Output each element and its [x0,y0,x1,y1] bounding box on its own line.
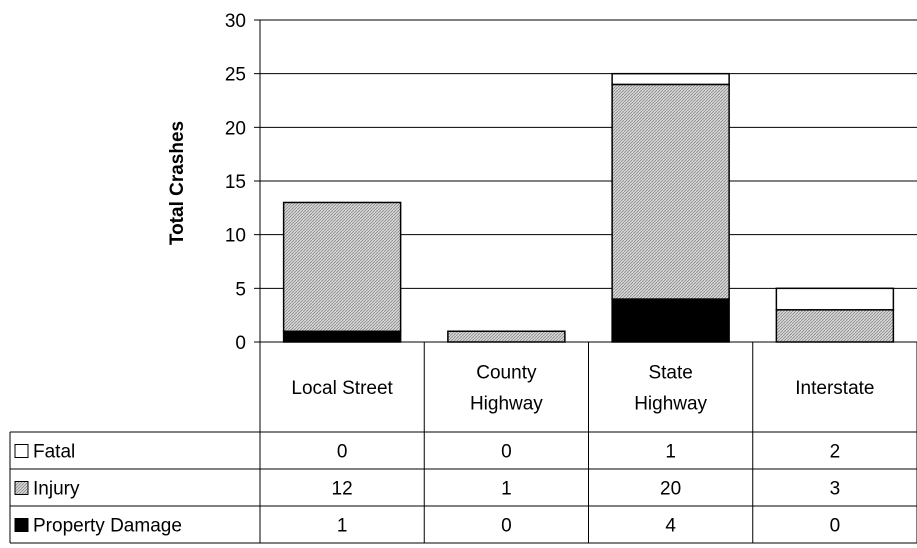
category-label: Local Street [291,378,393,399]
legend-swatch-property-damage [14,518,29,532]
legend-label-fatal: Fatal [33,442,75,463]
category-label: Interstate [795,378,874,399]
bar-fatal-state-highway [611,72,730,86]
y-tick-label: 25 [225,65,246,86]
legend-label-injury: Injury [33,479,80,500]
table-cell-injury: 3 [830,479,841,500]
category-label: Highway [634,394,707,415]
y-tick-label: 10 [225,226,246,247]
y-axis-label: Total Crashes [167,121,188,245]
table-cell-fatal: 1 [665,442,676,463]
legend-swatch-injury [14,481,29,495]
y-axis: 0 5 10 15 20 25 30 [225,11,261,354]
bar-fatal-interstate [775,287,895,311]
category-label: State [648,363,692,384]
table-cell-fatal: 0 [337,442,348,463]
table-cell-property-damage: 0 [830,516,841,537]
bar-property-damage-state-highway [611,298,730,343]
data-table: Local Street County Highway State Highway Int… [9,341,917,544]
category-label: Highway [470,394,543,415]
bar-injury-interstate [775,309,895,343]
table-cell-injury: 20 [660,479,681,500]
y-tick-label: 5 [235,279,246,300]
bar-injury-county-highway [447,330,566,343]
table-cell-fatal: 0 [501,442,512,463]
y-tick-label: 15 [225,172,246,193]
bars [282,72,895,343]
table-cell-property-damage: 4 [665,516,676,537]
category-label: County [476,363,537,384]
table-cell-fatal: 2 [830,442,841,463]
y-tick-label: 0 [235,333,246,354]
table-cell-property-damage: 0 [501,516,512,537]
table-cell-injury: 1 [501,479,512,500]
legend-label-property-damage: Property Damage [33,516,182,537]
table-cell-property-damage: 1 [337,516,348,537]
bar-injury-state-highway [611,83,730,300]
table-cell-injury: 12 [332,479,353,500]
y-tick-label: 30 [225,11,246,32]
y-tick-label: 20 [225,118,246,139]
legend-swatch-fatal [14,444,29,458]
bar-injury-local-street [282,201,402,333]
bar-property-damage-local-street [282,330,402,343]
